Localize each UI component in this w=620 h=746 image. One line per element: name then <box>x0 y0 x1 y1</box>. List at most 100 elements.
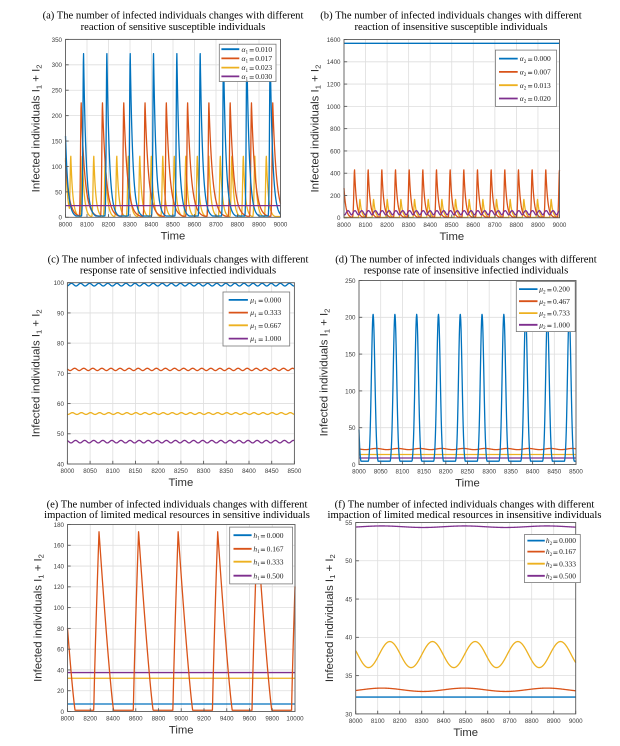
svg-text:Time: Time <box>161 231 186 243</box>
svg-text:9400: 9400 <box>220 716 234 723</box>
svg-text:8600: 8600 <box>481 718 495 725</box>
svg-text:600: 600 <box>330 148 341 155</box>
svg-text:8150: 8150 <box>129 468 143 475</box>
svg-text:50: 50 <box>55 189 62 196</box>
svg-text:impaction of limited medical r: impaction of limited medical resources i… <box>44 510 310 521</box>
svg-text:0.733: 0.733 <box>553 309 570 318</box>
svg-text:350: 350 <box>52 37 63 44</box>
svg-text:reaction of insensitive suscep: reaction of insensitive susceptible indi… <box>355 22 548 33</box>
svg-text:Time: Time <box>453 727 478 739</box>
svg-text:0.023: 0.023 <box>255 63 272 72</box>
svg-text:Time: Time <box>169 477 194 489</box>
svg-text:200: 200 <box>52 113 63 120</box>
svg-text:impaction of limited medical r: impaction of limited medical resources i… <box>328 510 602 521</box>
svg-text:8000: 8000 <box>59 222 73 229</box>
svg-text:μ1: μ1 <box>250 296 257 307</box>
svg-text:0.500: 0.500 <box>559 571 576 580</box>
svg-text:8200: 8200 <box>151 468 165 475</box>
svg-text:70: 70 <box>57 371 64 378</box>
svg-text:8000: 8000 <box>61 716 75 723</box>
svg-text:35: 35 <box>345 673 352 680</box>
svg-text:8500: 8500 <box>445 222 459 229</box>
svg-text:α1: α1 <box>242 63 249 74</box>
svg-text:8400: 8400 <box>423 222 437 229</box>
svg-text:0.017: 0.017 <box>255 54 272 63</box>
svg-text:α1: α1 <box>242 45 249 56</box>
svg-text:300: 300 <box>52 62 63 69</box>
svg-text:8250: 8250 <box>461 469 475 476</box>
svg-text:160: 160 <box>54 543 65 550</box>
svg-text:8000: 8000 <box>61 468 75 475</box>
svg-text:8250: 8250 <box>174 468 188 475</box>
svg-text:8100: 8100 <box>371 718 385 725</box>
svg-text:180: 180 <box>54 522 65 529</box>
svg-text:9000: 9000 <box>553 222 567 229</box>
svg-text:8450: 8450 <box>547 469 561 476</box>
svg-text:8450: 8450 <box>265 468 279 475</box>
svg-text:α2: α2 <box>520 68 527 79</box>
svg-text:100: 100 <box>54 605 65 612</box>
svg-text:h1: h1 <box>253 531 260 542</box>
svg-text:0: 0 <box>352 462 356 469</box>
svg-text:0.333: 0.333 <box>264 308 281 317</box>
svg-text:8100: 8100 <box>80 222 94 229</box>
svg-text:150: 150 <box>345 352 356 359</box>
svg-text:(b) The number of infected ind: (b) The number of infected individuals c… <box>320 11 581 22</box>
svg-text:40: 40 <box>345 635 352 642</box>
svg-text:0.010: 0.010 <box>255 45 272 54</box>
svg-text:(c) The number of infected ind: (c) The number of infected individuals c… <box>48 255 309 266</box>
svg-text:50: 50 <box>345 558 352 565</box>
svg-text:8100: 8100 <box>106 468 120 475</box>
svg-text:20: 20 <box>57 688 64 695</box>
svg-text:α1: α1 <box>242 54 249 65</box>
svg-text:9000: 9000 <box>274 222 288 229</box>
svg-text:30: 30 <box>345 711 352 718</box>
svg-text:120: 120 <box>54 584 65 591</box>
svg-text:μ2: μ2 <box>539 309 546 320</box>
svg-text:1.000: 1.000 <box>553 320 570 329</box>
svg-text:μ2: μ2 <box>539 297 546 308</box>
svg-text:α2: α2 <box>520 94 527 105</box>
svg-text:0.013: 0.013 <box>534 81 551 90</box>
svg-text:8050: 8050 <box>83 468 97 475</box>
svg-text:8350: 8350 <box>504 469 518 476</box>
svg-text:α2: α2 <box>520 54 527 65</box>
svg-text:α2: α2 <box>520 81 527 92</box>
svg-text:9800: 9800 <box>265 716 279 723</box>
svg-text:0.333: 0.333 <box>559 559 576 568</box>
svg-text:8800: 8800 <box>525 718 539 725</box>
svg-text:8300: 8300 <box>123 222 137 229</box>
svg-text:8200: 8200 <box>439 469 453 476</box>
svg-text:150: 150 <box>52 138 63 145</box>
svg-text:8800: 8800 <box>152 716 166 723</box>
svg-text:0.030: 0.030 <box>255 72 272 81</box>
svg-text:100: 100 <box>54 280 65 287</box>
svg-text:Infected individuals I1 + I2: Infected individuals I1 + I2 <box>31 64 44 192</box>
svg-text:0.500: 0.500 <box>267 571 284 580</box>
svg-text:μ2: μ2 <box>539 285 546 296</box>
svg-text:200: 200 <box>330 193 341 200</box>
svg-text:800: 800 <box>330 126 341 133</box>
svg-text:8600: 8600 <box>129 716 143 723</box>
svg-text:8400: 8400 <box>437 718 451 725</box>
svg-text:8700: 8700 <box>503 718 517 725</box>
svg-text:200: 200 <box>345 315 356 322</box>
svg-text:reaction of sensitive suscepti: reaction of sensitive susceptible indivi… <box>81 22 266 33</box>
svg-text:8800: 8800 <box>231 222 245 229</box>
svg-text:0.333: 0.333 <box>267 557 284 566</box>
svg-text:μ1: μ1 <box>250 334 257 345</box>
svg-text:0.020: 0.020 <box>534 94 551 103</box>
svg-text:1200: 1200 <box>327 81 341 88</box>
svg-text:8350: 8350 <box>219 468 233 475</box>
svg-text:90: 90 <box>57 310 64 317</box>
svg-text:50: 50 <box>57 431 64 438</box>
svg-text:1.000: 1.000 <box>264 334 281 343</box>
svg-text:8400: 8400 <box>106 716 120 723</box>
svg-text:h2: h2 <box>546 536 553 547</box>
svg-text:response rate of sensitive inf: response rate of sensitive infectied ind… <box>80 266 276 277</box>
svg-text:h2: h2 <box>546 559 553 570</box>
svg-text:Infected individuals I1 + I2: Infected individuals I1 + I2 <box>310 65 323 193</box>
svg-text:8300: 8300 <box>482 469 496 476</box>
svg-text:μ2: μ2 <box>539 320 546 331</box>
svg-text:h1: h1 <box>253 544 260 555</box>
